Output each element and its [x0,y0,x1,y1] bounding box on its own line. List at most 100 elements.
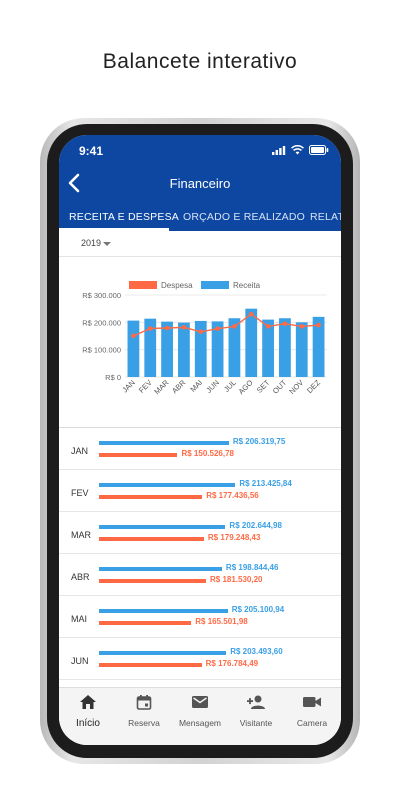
monthly-list: JAN R$ 206.319,75 R$ 150.526,78 FEV R$ 213.4… [59,427,341,687]
x-tick-label: ABR [170,378,188,396]
bar-despesa [99,453,178,457]
nav-inicio[interactable]: Início [60,694,116,729]
promo-title: Balancete interativo [102,50,298,73]
point-despesa [215,326,220,331]
point-despesa [299,324,305,329]
bar-receita [161,321,173,377]
x-tick-label: SET [255,378,272,395]
back-arrow-icon[interactable] [65,172,85,194]
legend-swatch-despesa [129,281,157,289]
nav-camera-label: Camera [296,718,328,728]
nav-mensagem[interactable]: Mensagem [172,694,228,728]
tab-receita-despesa[interactable]: RECEITA E DESPESA [69,211,179,223]
value-despesa: R$ 150.526,78 [181,449,234,458]
bar-receita [99,483,236,487]
bottom-nav: Início Reserva Mensagem Visit [59,687,341,745]
battery-icon [309,145,329,155]
y-tick-label: R$ 100.000 [82,346,121,355]
page-title: Financeiro [169,176,231,191]
x-tick-label: JUL [222,378,238,394]
line-despesa [133,313,319,337]
value-despesa: R$ 165.501,98 [195,617,248,626]
bar-receita [99,609,228,613]
list-item[interactable]: FEV R$ 213.425,84 R$ 177.436,56 [59,470,341,512]
revenue-expense-chart: Despesa Receita R$ 300.000 R$ 200.000 R$ 100… [82,281,327,397]
nav-reserva[interactable]: Reserva [116,694,172,728]
month-label: MAR [71,530,91,540]
x-tick-label: DEZ [305,378,322,395]
status-bar: 9:41 [59,135,341,165]
x-tick-label: OUT [271,378,289,396]
bar-despesa [99,579,206,583]
bar-receita [228,318,241,377]
bar-receita [262,319,274,377]
nav-visitante-label: Visitante [239,718,273,728]
video-camera-icon [303,697,321,707]
add-person-icon [247,695,265,709]
bar-receita [127,320,140,377]
x-tick-label: MAR [152,378,171,397]
point-despesa [198,329,204,335]
nav-camera[interactable]: Camera [284,694,340,728]
month-label: JAN [71,446,89,456]
year-filter-row: 2019 [59,231,341,257]
status-icons [272,145,329,155]
year-select[interactable]: 2019 [81,238,102,248]
legend-label-receita: Receita [233,281,261,290]
nav-inicio-label: Início [76,718,100,729]
tab-indicator [59,228,169,231]
point-despesa [131,333,136,339]
value-receita: R$ 206.319,75 [232,437,286,446]
bar-receita [99,567,222,571]
value-receita: R$ 203.493,60 [230,647,283,656]
tab-orcado-realizado[interactable]: ORÇADO E REALIZADO [183,211,306,223]
bar-receita [295,322,308,377]
x-tick-label: JAN [120,378,136,394]
mail-icon [192,696,208,708]
nav-visitante[interactable]: Visitante [228,694,284,728]
y-tick-label: R$ 300.000 [82,291,121,300]
nav-reserva-label: Reserva [128,718,160,728]
chart-area: Despesa Receita R$ 300.000 R$ 200.000 R$ 100… [59,265,341,425]
list-item[interactable]: MAI R$ 205.100,94 R$ 165.501,98 [59,596,341,638]
list-item[interactable]: JAN R$ 206.319,75 R$ 150.526,78 [59,428,341,470]
legend-label-despesa: Despesa [161,281,193,290]
home-icon [80,695,96,709]
wifi-icon [291,145,304,155]
x-tick-label: NOV [287,378,305,396]
y-tick-label: R$ 200.000 [82,318,121,327]
tab-relatorio[interactable]: RELATÓRIO [310,211,341,223]
bar-receita [99,651,227,655]
value-receita: R$ 205.100,94 [231,605,285,614]
list-item[interactable]: JUN R$ 203.493,60 R$ 176.784,49 [59,638,341,680]
signal-icon [272,145,286,155]
legend-swatch-receita [201,281,229,289]
calendar-icon [136,695,152,710]
app-bar: Financeiro [59,165,341,201]
bar-receita [211,321,224,377]
value-despesa: R$ 177.436,56 [206,491,259,500]
value-despesa: R$ 179.248,43 [207,533,261,542]
month-label: FEV [71,488,89,498]
month-label: MAI [71,614,88,624]
point-despesa [282,321,288,326]
x-tick-label: AGO [237,378,255,396]
x-tick-label: MAI [188,378,204,394]
point-despesa [248,311,254,317]
x-tick-label: FEV [137,378,154,395]
list-item[interactable]: MAR R$ 202.644,98 R$ 179.248,43 [59,512,341,554]
bar-despesa [99,537,204,541]
list-item[interactable]: ABR R$ 198.844,46 R$ 181.530,20 [59,554,341,596]
bar-receita [312,316,325,377]
bar-receita [99,525,226,529]
value-receita: R$ 213.425,84 [239,479,292,488]
point-despesa [232,324,237,329]
bar-despesa [99,621,192,625]
month-label: ABR [71,572,90,582]
tab-bar: RECEITA E DESPESA ORÇADO E REALIZADO REL… [59,201,341,231]
month-label: JUN [71,656,89,666]
bar-despesa [99,663,202,667]
bar-receita [279,318,291,377]
chevron-down-icon[interactable] [103,242,111,246]
value-despesa: R$ 176.784,49 [205,659,259,668]
